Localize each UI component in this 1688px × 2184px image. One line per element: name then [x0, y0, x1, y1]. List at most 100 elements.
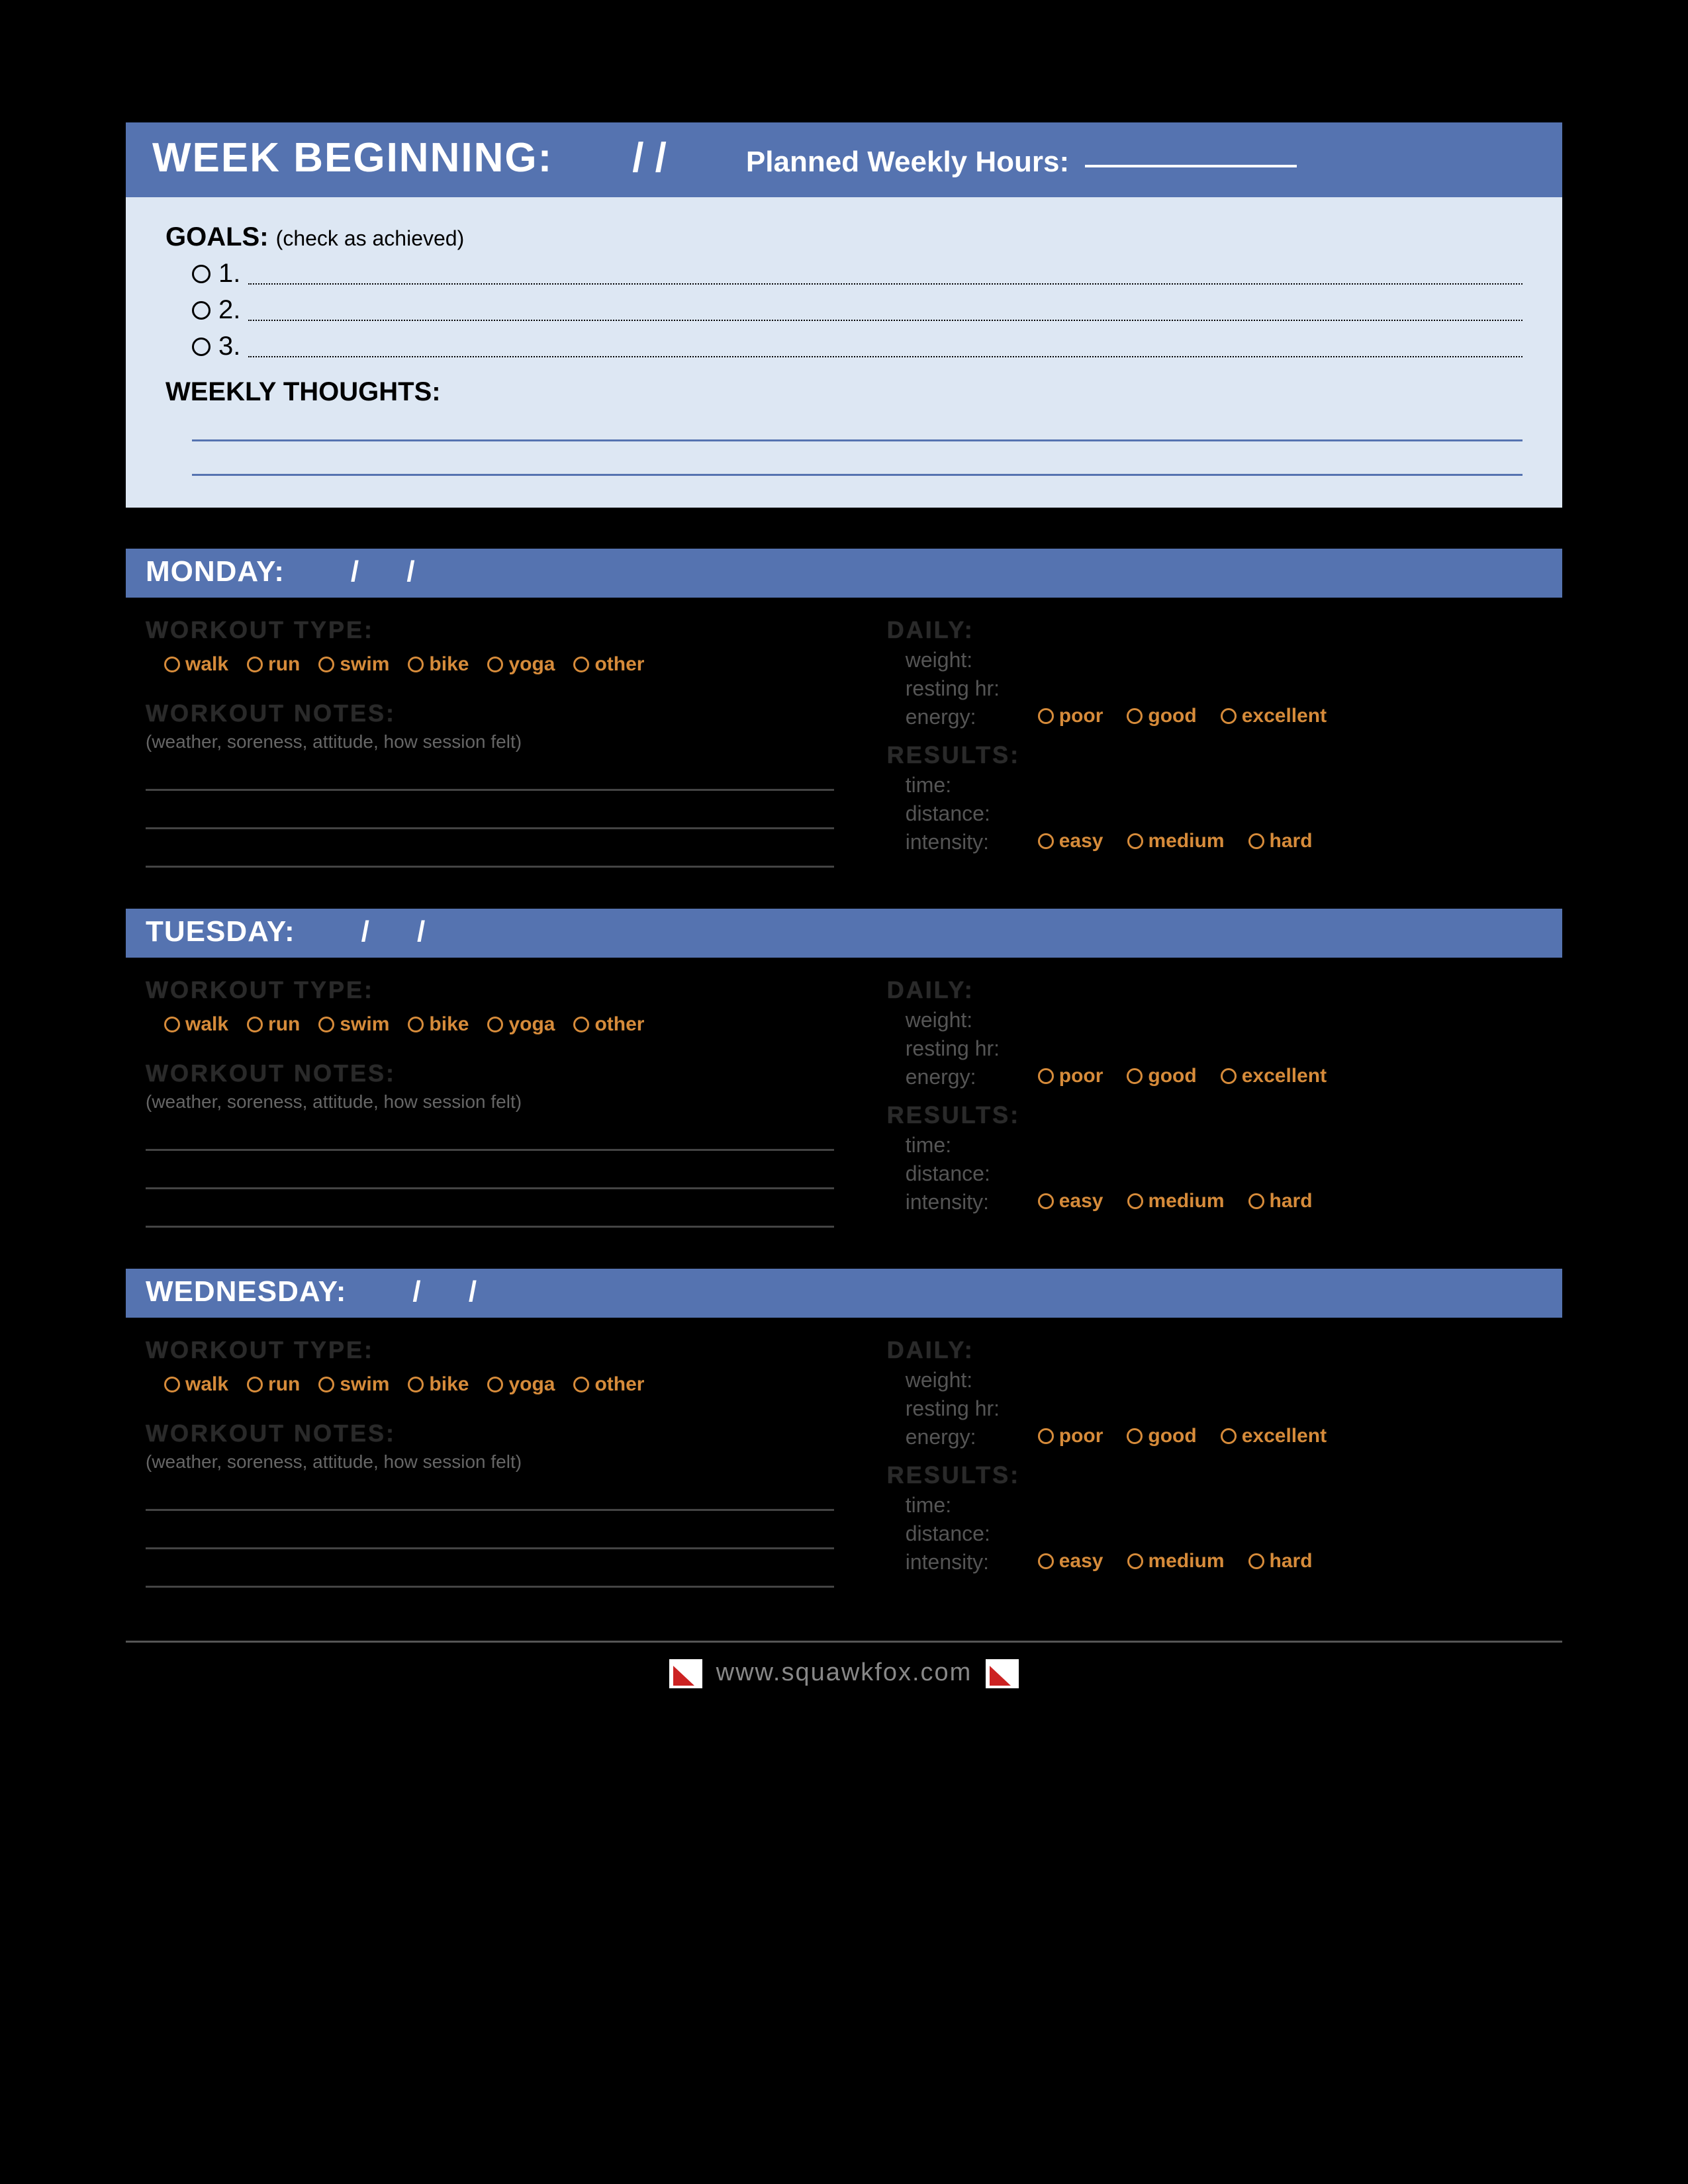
note-input-line[interactable] — [146, 1189, 834, 1228]
resting-hr-row: resting hr: — [887, 676, 1542, 701]
goal-number: 1. — [218, 259, 240, 289]
distance-label: distance: — [906, 1522, 1038, 1546]
footer: www.squawkfox.com — [126, 1659, 1562, 1688]
distance-row: distance: — [887, 1161, 1542, 1186]
option-bike[interactable]: bike — [408, 1373, 469, 1396]
shoe-icon — [669, 1659, 702, 1688]
option-excellent[interactable]: excellent — [1221, 705, 1327, 727]
option-easy[interactable]: easy — [1038, 1550, 1103, 1572]
option-medium[interactable]: medium — [1127, 1550, 1225, 1572]
option-yoga[interactable]: yoga — [487, 1013, 555, 1036]
goals-list: 1.2.3. — [165, 259, 1523, 361]
time-label: time: — [906, 773, 1038, 797]
option-run[interactable]: run — [247, 653, 300, 676]
week-date-slashes[interactable]: / / — [632, 134, 667, 181]
circle-icon — [247, 657, 263, 672]
option-easy[interactable]: easy — [1038, 830, 1103, 852]
goal-checkbox[interactable] — [192, 338, 211, 356]
option-yoga[interactable]: yoga — [487, 1373, 555, 1396]
circle-icon — [1127, 708, 1143, 724]
distance-label: distance: — [906, 801, 1038, 826]
option-label: bike — [429, 1373, 469, 1396]
option-bike[interactable]: bike — [408, 1013, 469, 1036]
goal-input-line[interactable] — [248, 263, 1523, 285]
option-good[interactable]: good — [1127, 705, 1196, 727]
option-run[interactable]: run — [247, 1013, 300, 1036]
day-left-column: WORKOUT TYPE: walk runswim bike yoga other WOR… — [146, 1336, 834, 1588]
footer-url[interactable]: www.squawkfox.com — [716, 1659, 972, 1686]
circle-icon — [487, 1017, 503, 1032]
note-input-line[interactable] — [146, 1113, 834, 1151]
goal-input-line[interactable] — [248, 300, 1523, 321]
thought-input-line[interactable] — [192, 441, 1523, 476]
option-walk[interactable]: walk — [164, 1013, 228, 1036]
option-swim[interactable]: swim — [318, 1373, 389, 1396]
option-label: easy — [1059, 1550, 1103, 1572]
workout-notes-label: WORKOUT NOTES: — [146, 1420, 834, 1447]
option-label: yoga — [508, 1013, 555, 1036]
option-medium[interactable]: medium — [1127, 830, 1225, 852]
option-label: yoga — [508, 653, 555, 676]
option-other[interactable]: other — [573, 1373, 644, 1396]
daily-label: DAILY: — [887, 616, 1542, 644]
energy-options: poor good excellent — [1038, 1065, 1327, 1087]
day-date-slashes[interactable]: / / — [412, 1275, 496, 1308]
goal-checkbox[interactable] — [192, 301, 211, 320]
option-excellent[interactable]: excellent — [1221, 1065, 1327, 1087]
option-poor[interactable]: poor — [1038, 1425, 1103, 1447]
option-yoga[interactable]: yoga — [487, 653, 555, 676]
option-poor[interactable]: poor — [1038, 1065, 1103, 1087]
note-input-line[interactable] — [146, 829, 834, 868]
circle-icon — [1038, 1193, 1054, 1209]
goal-input-line[interactable] — [248, 336, 1523, 357]
goal-checkbox[interactable] — [192, 265, 211, 283]
option-medium[interactable]: medium — [1127, 1190, 1225, 1212]
option-label: excellent — [1242, 705, 1327, 727]
note-input-line[interactable] — [146, 752, 834, 791]
option-walk[interactable]: walk — [164, 1373, 228, 1396]
option-hard[interactable]: hard — [1248, 1190, 1313, 1212]
circle-icon — [487, 657, 503, 672]
note-input-line[interactable] — [146, 1151, 834, 1189]
option-label: bike — [429, 653, 469, 676]
option-other[interactable]: other — [573, 653, 644, 676]
option-easy[interactable]: easy — [1038, 1190, 1103, 1212]
option-walk[interactable]: walk — [164, 653, 228, 676]
option-label: poor — [1059, 705, 1103, 727]
option-label: bike — [429, 1013, 469, 1036]
option-label: excellent — [1242, 1065, 1327, 1087]
option-swim[interactable]: swim — [318, 1013, 389, 1036]
note-input-line[interactable] — [146, 791, 834, 829]
option-label: walk — [185, 1373, 228, 1396]
day-date-slashes[interactable]: / / — [351, 555, 435, 588]
option-hard[interactable]: hard — [1248, 830, 1313, 852]
option-good[interactable]: good — [1127, 1425, 1196, 1447]
option-other[interactable]: other — [573, 1013, 644, 1036]
intensity-row: intensity:easymediumhard — [887, 1190, 1542, 1214]
distance-row: distance: — [887, 1522, 1542, 1546]
option-hard[interactable]: hard — [1248, 1550, 1313, 1572]
energy-row: energy:poorgoodexcellent — [887, 1065, 1542, 1089]
option-excellent[interactable]: excellent — [1221, 1425, 1327, 1447]
weight-row: weight: — [887, 1008, 1542, 1032]
option-poor[interactable]: poor — [1038, 705, 1103, 727]
circle-icon — [1221, 1068, 1237, 1084]
energy-row: energy:poorgoodexcellent — [887, 705, 1542, 729]
option-good[interactable]: good — [1127, 1065, 1196, 1087]
footer-rule — [126, 1641, 1562, 1643]
circle-icon — [1221, 708, 1237, 724]
option-run[interactable]: run — [247, 1373, 300, 1396]
circle-icon — [1038, 1553, 1054, 1569]
circle-icon — [1221, 1428, 1237, 1444]
option-swim[interactable]: swim — [318, 653, 389, 676]
resting-hr-label: resting hr: — [906, 676, 1038, 701]
note-input-line[interactable] — [146, 1473, 834, 1511]
day-date-slashes[interactable]: / / — [361, 915, 445, 948]
workout-type-label: WORKOUT TYPE: — [146, 1336, 834, 1364]
option-bike[interactable]: bike — [408, 653, 469, 676]
note-input-line[interactable] — [146, 1511, 834, 1549]
thought-input-line[interactable] — [192, 407, 1523, 441]
note-input-line[interactable] — [146, 1549, 834, 1588]
planned-hours-input-line[interactable] — [1085, 165, 1297, 167]
option-label: run — [268, 1373, 300, 1396]
